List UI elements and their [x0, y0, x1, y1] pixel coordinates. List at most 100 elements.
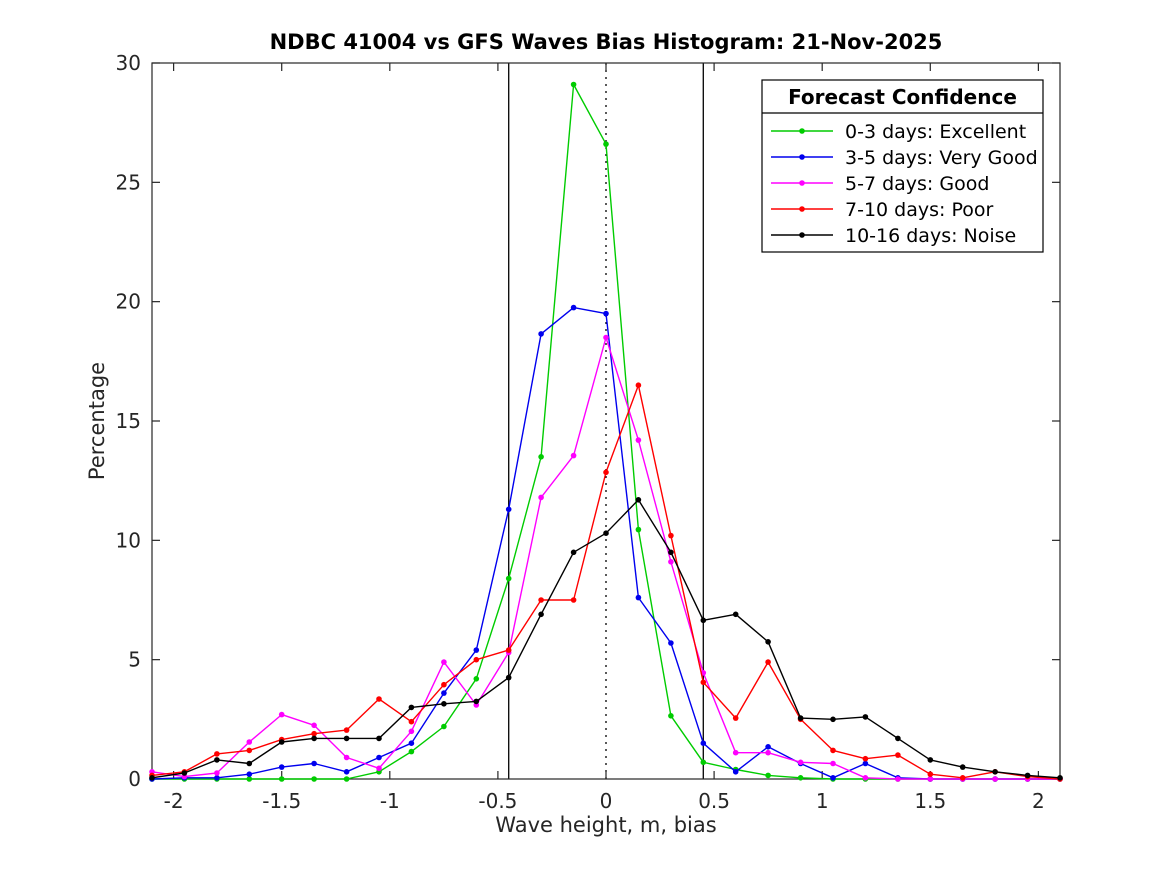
- legend-item-7-10-days-poor: 7-10 days: Poor: [771, 199, 993, 221]
- data-point: [538, 597, 544, 603]
- data-point: [570, 81, 577, 88]
- data-point: [214, 770, 220, 776]
- series-5-7-days-good: [149, 334, 1063, 782]
- data-point: [830, 747, 836, 754]
- data-point: [246, 771, 253, 777]
- y-tick-label: 30: [116, 51, 141, 75]
- data-point: [927, 771, 934, 777]
- data-point: [376, 754, 382, 761]
- y-tick-label: 10: [116, 528, 141, 552]
- x-tick-label: -2: [164, 789, 184, 813]
- data-point: [473, 676, 480, 682]
- legend-box: [761, 79, 1044, 253]
- data-point: [765, 639, 771, 645]
- data-point: [700, 679, 707, 686]
- data-point: [959, 764, 966, 770]
- data-point: [311, 735, 317, 742]
- data-point: [635, 497, 642, 503]
- series-10-16-days-noise: [149, 497, 1063, 781]
- data-point: [570, 452, 577, 459]
- y-tick-label: 5: [128, 648, 141, 672]
- data-point: [343, 776, 350, 782]
- data-point: [862, 760, 869, 767]
- legend-item-label: 5-7 days: Good: [845, 173, 989, 195]
- data-point: [765, 744, 771, 750]
- data-point: [570, 304, 577, 311]
- data-point: [603, 334, 609, 341]
- data-point: [668, 532, 674, 539]
- data-point: [441, 681, 447, 688]
- data-point: [505, 674, 512, 681]
- data-point: [278, 776, 285, 782]
- data-point: [732, 611, 739, 618]
- x-tick-label: 0.5: [698, 789, 730, 813]
- data-point: [538, 331, 544, 337]
- legend-item-label: 10-16 days: Noise: [845, 225, 1016, 247]
- data-point: [149, 775, 155, 781]
- data-point: [246, 747, 253, 754]
- legend-item-label: 3-5 days: Very Good: [845, 147, 1038, 169]
- data-point: [927, 776, 934, 782]
- data-point: [441, 701, 447, 707]
- legend-item-5-7-days-good: 5-7 days: Good: [771, 173, 989, 195]
- data-point: [635, 594, 642, 601]
- series-3-5-days-very-good: [149, 304, 1063, 782]
- data-point: [797, 775, 804, 781]
- legend-item-3-5-days-very-good: 3-5 days: Very Good: [771, 147, 1038, 169]
- data-point: [797, 759, 804, 766]
- x-tick-label: -0.5: [478, 789, 517, 813]
- data-point: [505, 506, 512, 513]
- x-tick-label: 1.5: [914, 789, 946, 813]
- legend-marker-sample: [799, 154, 805, 160]
- chart-title: NDBC 41004 vs GFS Waves Bias Histogram: …: [269, 30, 943, 54]
- data-point: [862, 755, 869, 762]
- data-point: [765, 749, 771, 756]
- data-point: [376, 735, 382, 742]
- y-tick-label: 20: [116, 290, 141, 314]
- y-tick-label: 0: [128, 767, 141, 791]
- data-point: [895, 776, 901, 782]
- data-point: [343, 727, 350, 733]
- legend-marker-sample: [799, 180, 805, 186]
- data-point: [830, 775, 836, 781]
- data-point: [862, 714, 869, 720]
- x-tick-label: 1: [816, 789, 829, 813]
- data-point: [570, 549, 577, 556]
- data-point: [343, 769, 350, 775]
- legend: Forecast Confidence 0-3 days: Excellent 3-…: [761, 79, 1044, 253]
- data-point: [343, 735, 350, 742]
- data-point: [278, 711, 285, 718]
- x-tick-label: 2: [1032, 789, 1045, 813]
- data-point: [473, 647, 480, 653]
- x-tick-label: -1: [380, 789, 400, 813]
- data-point: [1024, 772, 1031, 779]
- data-point: [408, 728, 415, 735]
- data-point: [732, 769, 739, 775]
- data-point: [992, 776, 998, 782]
- data-point: [700, 617, 707, 624]
- legend-item-10-16-days-noise: 10-16 days: Noise: [771, 225, 1016, 247]
- data-point: [278, 739, 285, 745]
- data-point: [473, 656, 480, 663]
- x-axis-label: Wave height, m, bias: [495, 813, 717, 837]
- data-point: [441, 659, 447, 665]
- data-point: [505, 647, 512, 653]
- x-tick-label: 0: [600, 789, 613, 813]
- data-point: [408, 704, 415, 711]
- data-point: [343, 754, 350, 761]
- data-point: [895, 735, 901, 742]
- data-point: [797, 715, 804, 721]
- data-point: [603, 141, 609, 147]
- data-point: [895, 752, 901, 758]
- data-point: [603, 530, 609, 536]
- data-point: [505, 575, 512, 582]
- data-point: [765, 659, 771, 665]
- data-point: [408, 740, 415, 746]
- data-point: [278, 764, 285, 770]
- data-point: [214, 775, 220, 781]
- data-point: [668, 713, 674, 719]
- data-point: [311, 760, 317, 767]
- data-point: [959, 775, 966, 781]
